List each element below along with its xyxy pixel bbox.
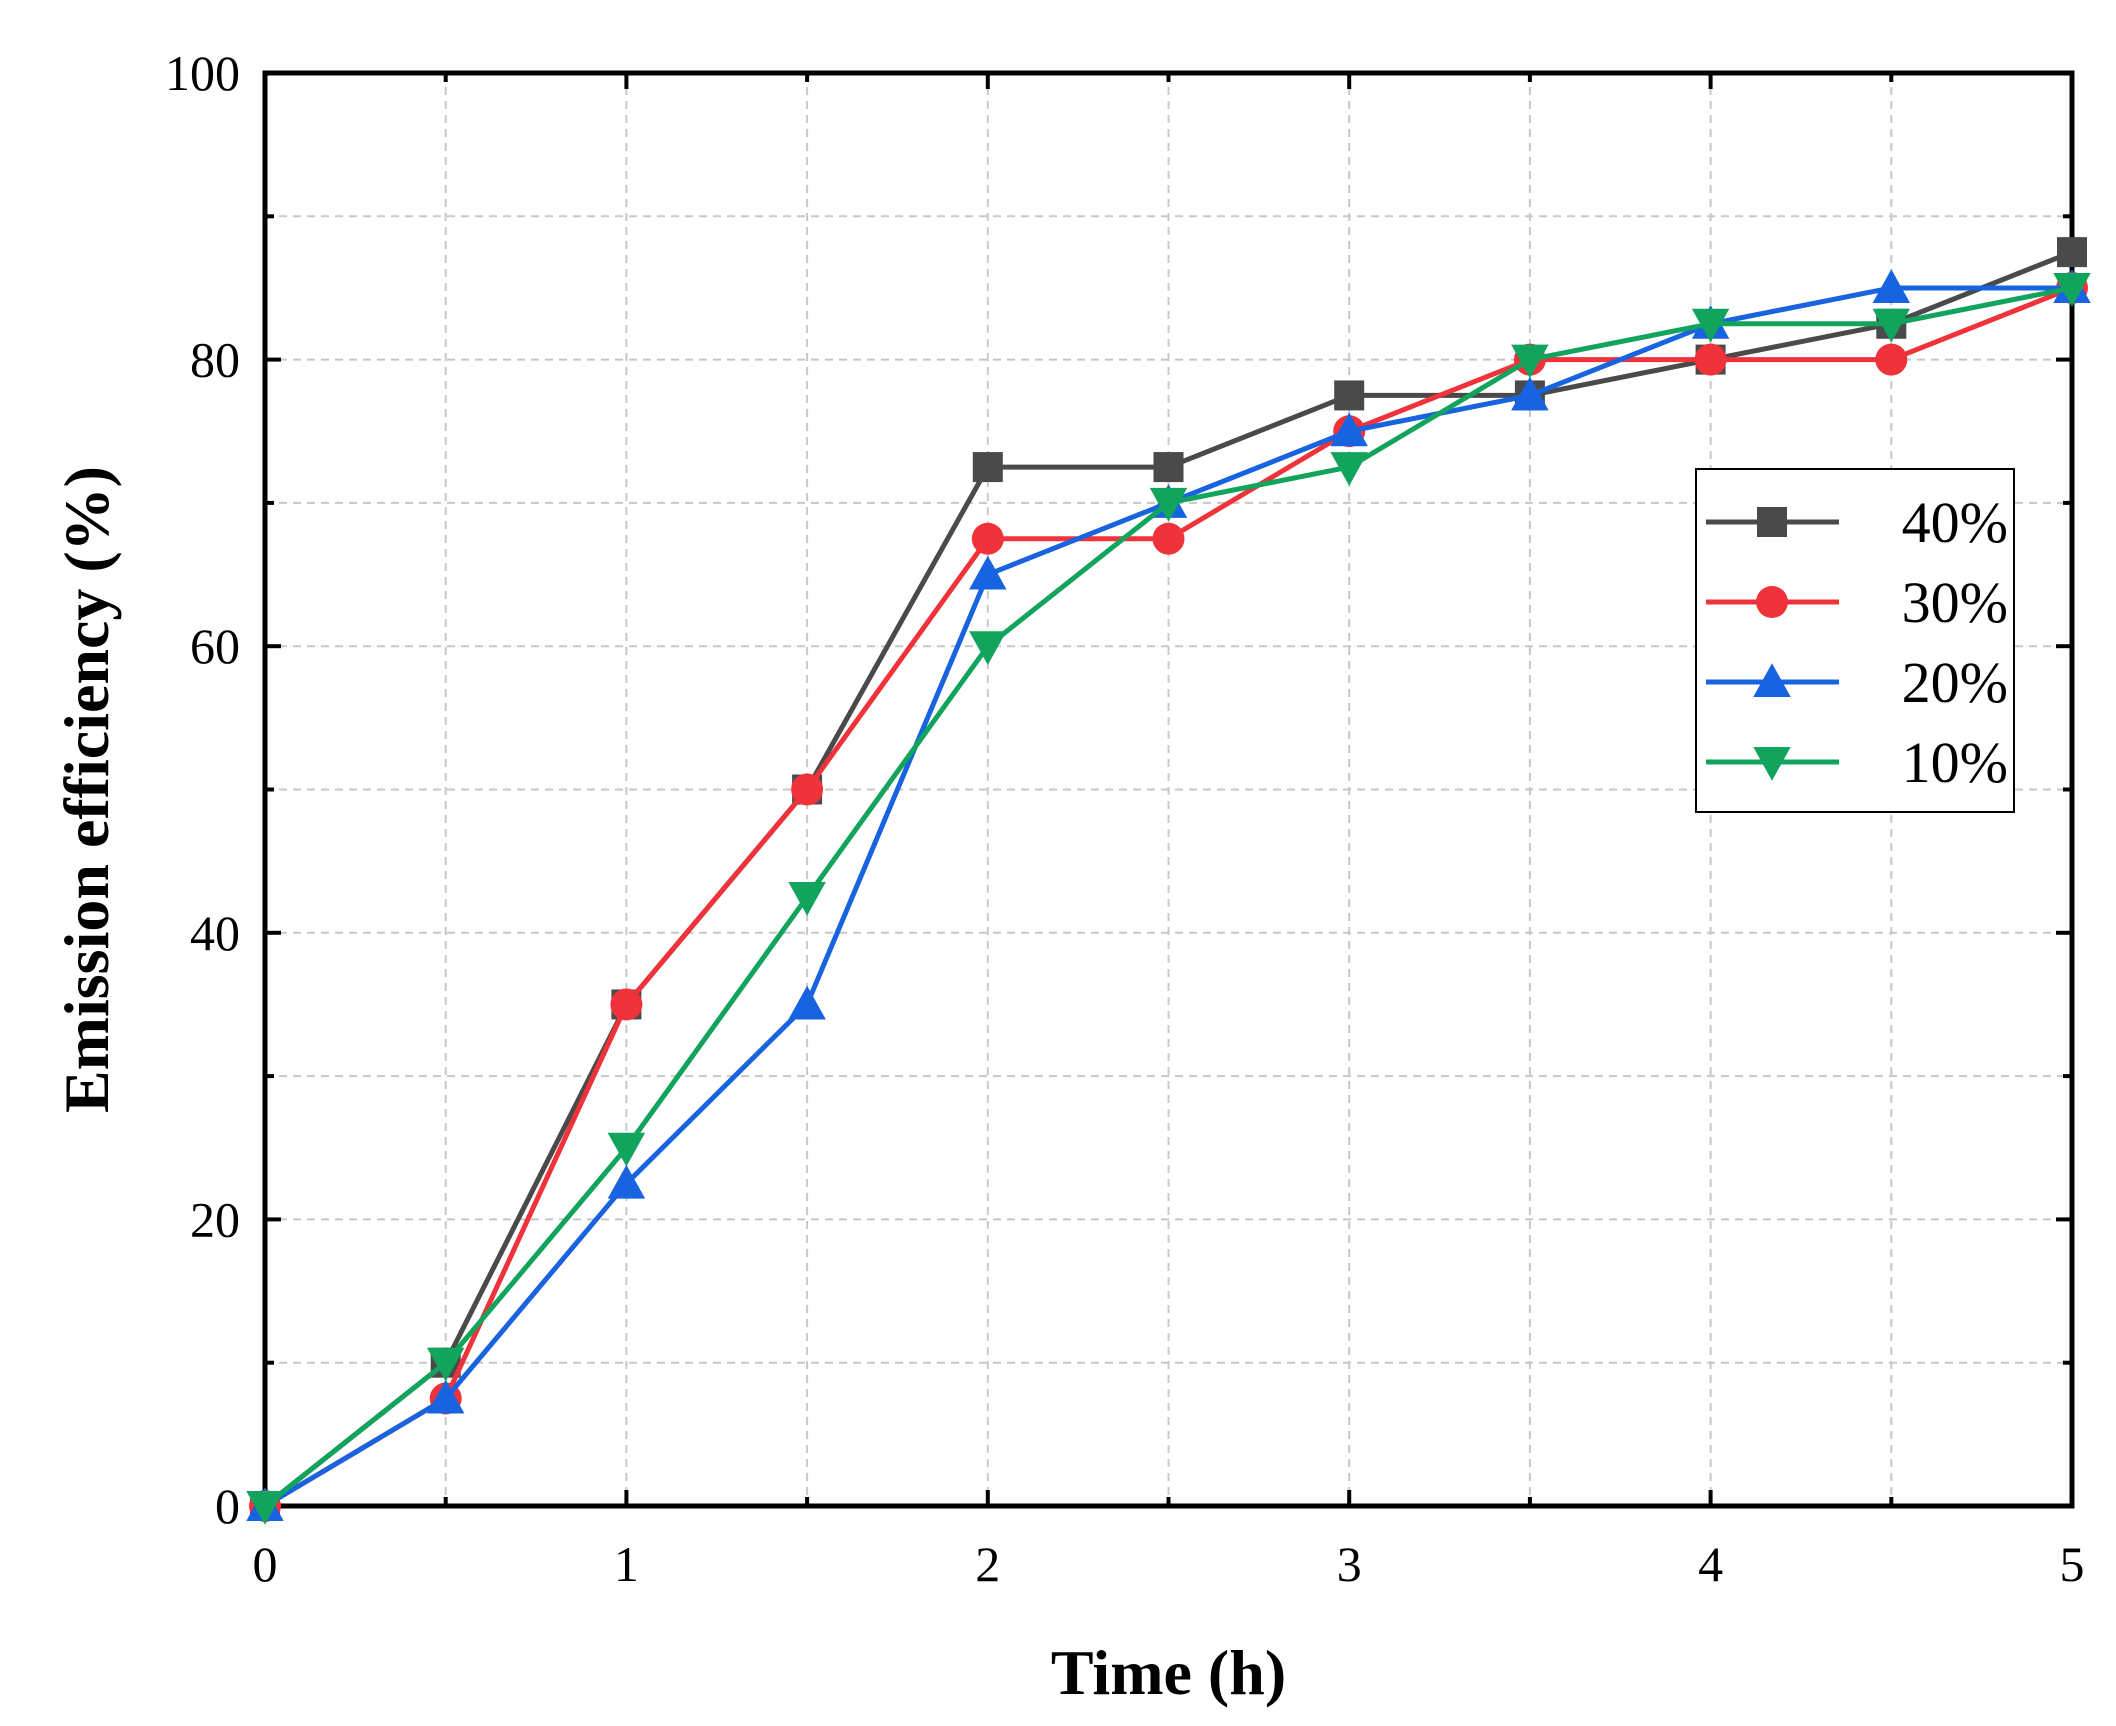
data-point (2057, 237, 2087, 268)
y-tick-label: 60 (190, 618, 240, 674)
legend-item: 40% (1706, 490, 2008, 555)
data-point (788, 985, 826, 1020)
legend-box (1695, 468, 2015, 813)
y-tick-label: 40 (190, 905, 240, 961)
axis-ticks (263, 71, 2074, 1508)
data-point (2053, 272, 2091, 307)
series-4 (246, 272, 2091, 1525)
legend-label: 10% (1902, 730, 2008, 795)
data-point (246, 1491, 284, 1525)
data-point (426, 1379, 465, 1414)
data-point (1334, 380, 1365, 411)
x-tick-label: 4 (1698, 1536, 1723, 1592)
y-tick-label: 20 (190, 1191, 240, 1247)
legend-marker (1756, 586, 1788, 618)
legend: 40% 30% 20% 10% (1695, 468, 2015, 813)
legend-marker (1753, 747, 1791, 781)
series-2 (249, 271, 2088, 1522)
x-tick-label: 2 (975, 1536, 1000, 1592)
data-point (607, 1132, 646, 1167)
y-tick-label: 80 (190, 332, 240, 388)
data-point (788, 881, 826, 916)
data-point (1330, 452, 1368, 486)
data-point (1152, 522, 1185, 555)
data-point (972, 452, 1003, 483)
y-axis-title: Emission efficiency (%) (51, 466, 122, 1113)
x-axis-title: Time (h) (1051, 1637, 1286, 1708)
data-point (969, 555, 1007, 590)
x-tick-label: 3 (1337, 1536, 1362, 1592)
data-point (1153, 452, 1184, 483)
data-point (1872, 269, 1911, 303)
data-point (1875, 343, 1908, 376)
data-point (1149, 487, 1188, 522)
series-layer (246, 237, 2091, 1525)
data-point (971, 522, 1004, 555)
data-point (426, 1347, 465, 1382)
data-point (1330, 412, 1368, 447)
legend-item: 30% (1706, 570, 2008, 635)
legend-label: 20% (1902, 650, 2008, 715)
x-tick-label: 5 (2060, 1536, 2085, 1592)
data-point (607, 1164, 646, 1199)
data-point (1511, 344, 1549, 379)
legend-item: 10% (1706, 730, 2008, 795)
data-point (1872, 308, 1911, 343)
data-point (1694, 343, 1727, 376)
legend-label: 30% (1902, 570, 2008, 635)
legend-marker (1757, 507, 1787, 537)
tick-labels: 0 1 2 3 4 5 0 20 40 60 80 100 (165, 45, 2085, 1592)
data-point (1691, 308, 1730, 343)
legend-label: 40% (1902, 490, 2008, 555)
legend-item: 20% (1706, 650, 2008, 715)
data-point (791, 773, 824, 806)
y-tick-label: 100 (165, 45, 240, 101)
x-tick-label: 1 (614, 1536, 639, 1592)
x-tick-label: 0 (253, 1536, 278, 1592)
data-point (610, 988, 643, 1021)
data-point (969, 631, 1007, 665)
data-point (1511, 376, 1549, 411)
legend-marker (1753, 663, 1791, 697)
y-tick-label: 0 (215, 1478, 240, 1534)
